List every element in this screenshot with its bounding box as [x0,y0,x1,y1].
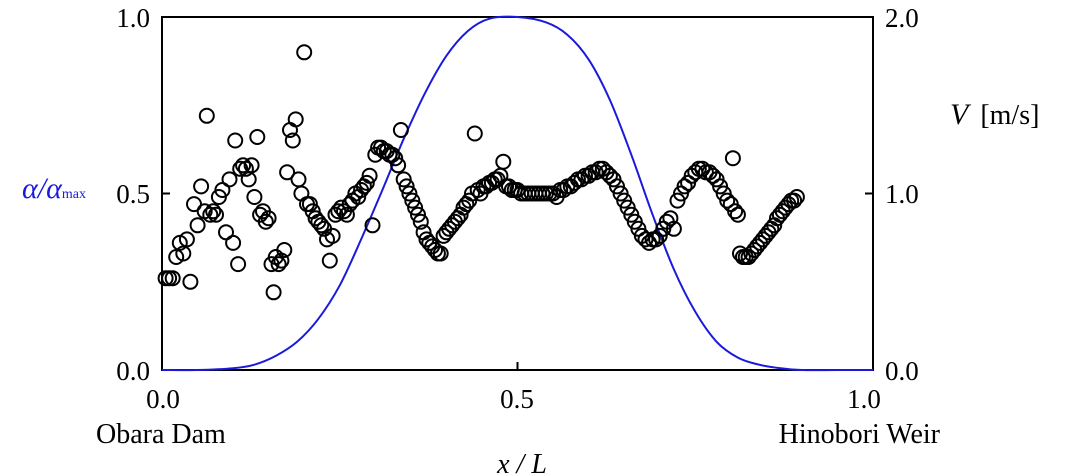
data-point [265,284,282,301]
data-point [392,122,409,138]
data-point [648,231,665,248]
data-point [243,157,260,174]
velocity-curve-layer [161,15,873,372]
data-point [182,273,199,290]
data-point [221,171,238,188]
data-point [230,256,247,273]
data-point [232,160,249,177]
data-point [786,192,803,209]
y-right-tick-label: 2.0 [885,3,919,33]
y-left-axis-label-sub: max [62,187,86,202]
x-tick-label: 1.0 [847,384,881,414]
data-point [257,213,274,230]
data-point [225,234,242,251]
data-point [273,252,290,269]
data-point [407,199,424,216]
data-point [330,203,347,220]
data-point [284,132,301,149]
data-point [189,217,206,234]
data-point [208,206,224,223]
data-point [296,44,313,61]
data-point [358,174,375,191]
data-point [665,220,682,237]
y-right-tick-label: 0.0 [885,356,919,386]
data-point [324,227,341,244]
data-point [202,206,219,223]
y-right-axis-label-unit: [m/s] [980,100,1039,131]
x-end-label-left: Obara Dam [96,419,226,450]
data-point [637,231,654,248]
data-point [260,210,277,227]
tick-marks [162,192,873,370]
data-point [727,203,744,220]
data-point [788,189,805,205]
y-right-axis-label: V [m/s] [950,98,1039,131]
velocity-curve [161,15,873,372]
data-point [404,192,421,209]
data-point [410,206,426,223]
data-point [395,171,412,188]
data-point [178,231,195,248]
data-point [398,178,415,195]
data-point [193,178,210,195]
data-point [198,107,215,124]
data-point [321,252,338,269]
data-point [249,129,266,145]
data-point [338,206,355,223]
y-left-tick-label: 0.5 [116,179,150,209]
data-point [270,256,287,273]
data-point [545,185,561,202]
data-point [186,196,202,213]
data-point [290,171,307,188]
x-tick-label: 0.5 [500,384,534,414]
y-left-axis-label: α/αmax [22,172,86,205]
data-point [361,167,378,184]
data-point [246,189,263,205]
data-point [205,203,222,220]
data-point [401,185,418,202]
data-point [729,206,746,223]
data-point [495,153,512,170]
data-points-layer [157,44,805,301]
data-point [276,242,293,258]
x-tick-label: 0.0 [146,384,180,414]
data-point [279,164,296,181]
data-point [719,192,736,209]
data-point [313,217,330,234]
y-left-tick-label: 1.0 [116,3,150,33]
y-right-axis-label-var: V [950,98,972,131]
data-point [724,150,741,167]
data-point [364,217,381,234]
data-point [235,157,252,174]
data-point [164,270,181,287]
y-left-tick-label: 0.0 [116,356,150,386]
x-end-label-right: Hinobori Weir [779,419,941,450]
data-point [227,132,244,149]
x-axis-label: x / L [496,449,547,476]
data-point [461,192,478,209]
data-point [301,196,318,213]
data-point [412,213,429,230]
data-point [390,157,407,174]
data-point [432,245,449,262]
data-point [662,210,679,227]
data-point [387,150,404,167]
y-left-axis-label-main: α/α [22,172,63,205]
data-point [287,111,304,128]
data-point [466,125,483,142]
y-right-tick-label: 1.0 [885,179,919,209]
